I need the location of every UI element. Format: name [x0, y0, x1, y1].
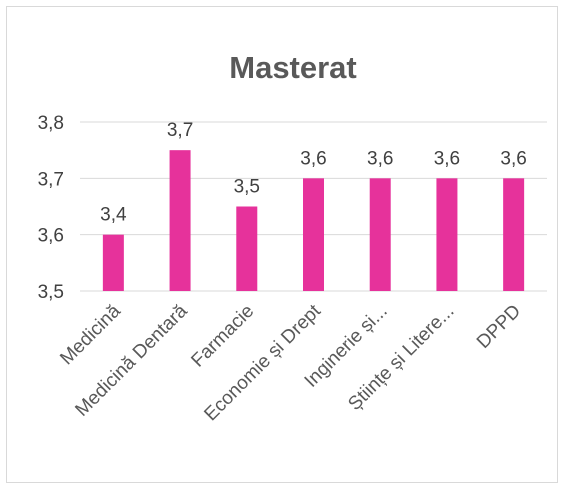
y-tick-label: 3,7	[38, 169, 64, 190]
bars	[102, 150, 525, 291]
category-label: Economie și Drept	[200, 300, 325, 425]
category-label: DPPD	[473, 301, 525, 353]
bar-chart: Masterat 3,5 3,6 3,7 3,8 3,4 3,7 3,5 3,6 3,6 3,6…	[38, 50, 547, 425]
data-label: 3,7	[167, 120, 193, 141]
bar	[436, 178, 458, 291]
y-axis-ticks: 3,5 3,6 3,7 3,8	[38, 113, 64, 303]
bar	[236, 206, 258, 291]
category-label: Farmacie	[187, 301, 258, 372]
y-tick-label: 3,8	[38, 113, 64, 134]
data-label: 3,6	[500, 148, 526, 169]
data-labels: 3,4 3,7 3,5 3,6 3,6 3,6 3,6	[100, 120, 527, 226]
data-label: 3,5	[234, 177, 260, 198]
data-label: 3,6	[367, 148, 393, 169]
bar	[303, 178, 324, 291]
bar	[169, 150, 191, 291]
chart-frame: Masterat 3,5 3,6 3,7 3,8 3,4 3,7 3,5 3,6 3,6 3,6…	[6, 6, 558, 483]
bar	[102, 234, 124, 291]
data-label: 3,6	[300, 148, 326, 169]
data-label: 3,6	[434, 148, 460, 169]
y-tick-label: 3,6	[38, 226, 64, 247]
category-label: Medicină	[56, 300, 125, 369]
category-label: Medicină Dentară	[71, 300, 191, 420]
bar	[369, 178, 391, 291]
data-label: 3,4	[100, 205, 127, 226]
bar	[503, 178, 525, 291]
chart-title: Masterat	[229, 50, 357, 85]
y-tick-label: 3,5	[38, 282, 64, 303]
